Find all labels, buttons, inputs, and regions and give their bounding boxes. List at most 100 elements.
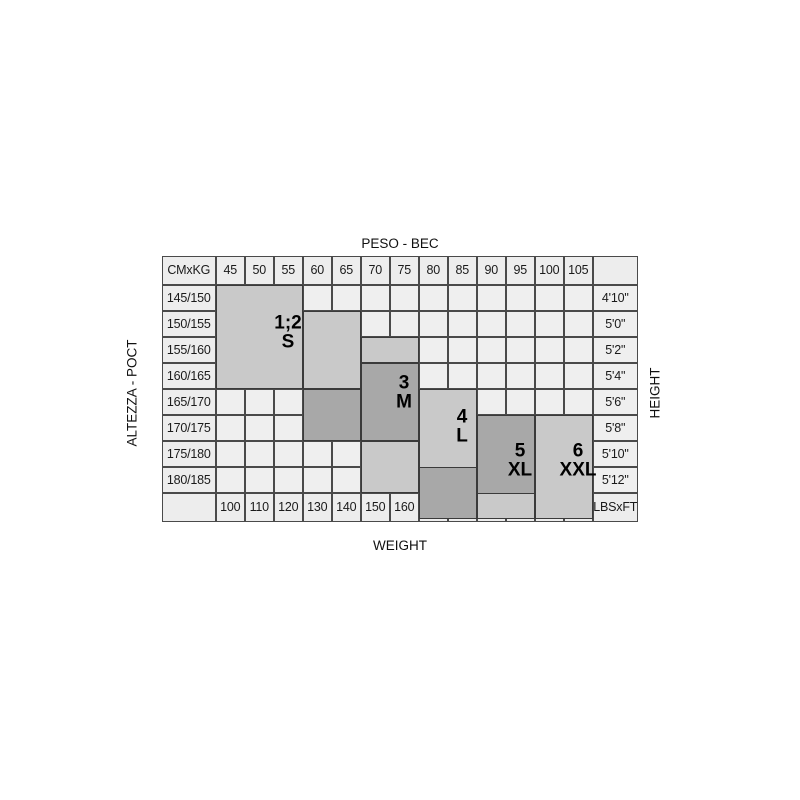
data-cell-r0-c5 — [360, 284, 390, 311]
data-cell-r3-c1 — [244, 362, 274, 389]
row-header-height-ft-3: 5'4" — [592, 362, 638, 389]
data-cell-r5-c8 — [447, 414, 477, 441]
data-cell-r5-c11 — [534, 414, 564, 441]
data-cell-r0-c10 — [505, 284, 535, 311]
data-cell-r3-c2 — [273, 362, 303, 389]
data-cell-r4-c3 — [302, 388, 332, 415]
header-weight-kg-3: 60 — [302, 255, 332, 285]
data-cell-r6-c4 — [331, 440, 361, 467]
data-cell-r0-c3 — [302, 284, 332, 311]
footer-weight-lbs-11: 210 — [534, 492, 564, 522]
row-header-height-cm-4: 165/170 — [161, 388, 216, 415]
data-cell-r3-c3 — [302, 362, 332, 389]
data-cell-r0-c11 — [534, 284, 564, 311]
data-cell-r6-c5 — [360, 440, 390, 467]
data-cell-r5-c5 — [360, 414, 390, 441]
data-cell-r2-c5 — [360, 336, 390, 363]
data-cell-r4-c5 — [360, 388, 390, 415]
data-cell-r6-c12 — [563, 440, 593, 467]
data-cell-r6-c3 — [302, 440, 332, 467]
data-cell-r3-c9 — [476, 362, 506, 389]
footer-weight-lbs-3: 130 — [302, 492, 332, 522]
data-cell-r7-c7 — [418, 466, 448, 493]
data-cell-r2-c2 — [273, 336, 303, 363]
data-cell-r0-c12 — [563, 284, 593, 311]
data-cell-r1-c1 — [244, 310, 274, 337]
data-cell-r2-c0 — [215, 336, 245, 363]
data-cell-r5-c0 — [215, 414, 245, 441]
footer-weight-lbs-12: 210 — [563, 492, 593, 522]
data-cell-r4-c0 — [215, 388, 245, 415]
footer-corner-bottomleft — [161, 492, 216, 522]
data-cell-r4-c6 — [389, 388, 419, 415]
footer-corner-lbsxft: LBSxFT — [592, 492, 638, 522]
data-cell-r3-c6 — [389, 362, 419, 389]
data-cell-r2-c8 — [447, 336, 477, 363]
footer-weight-lbs-2: 120 — [273, 492, 303, 522]
data-cell-r2-c6 — [389, 336, 419, 363]
data-cell-r2-c7 — [418, 336, 448, 363]
row-header-height-ft-4: 5'6" — [592, 388, 638, 415]
data-cell-r4-c12 — [563, 388, 593, 415]
data-cell-r5-c7 — [418, 414, 448, 441]
data-cell-r4-c10 — [505, 388, 535, 415]
data-cell-r0-c4 — [331, 284, 361, 311]
size-chart-table: CMxKG 45 50 55 60 65 70 75 80 85 90 95 100 105 145/150… — [161, 255, 638, 531]
data-cell-r3-c8 — [447, 362, 477, 389]
header-weight-kg-10: 95 — [505, 255, 535, 285]
row-header-height-ft-2: 5'2" — [592, 336, 638, 363]
data-cell-r2-c1 — [244, 336, 274, 363]
data-cell-r5-c3 — [302, 414, 332, 441]
data-cell-r6-c8 — [447, 440, 477, 467]
data-cell-r7-c2 — [273, 466, 303, 493]
footer-weight-lbs-7: 170 — [418, 492, 448, 522]
data-cell-r0-c6 — [389, 284, 419, 311]
header-weight-kg-12: 105 — [563, 255, 593, 285]
footer-weight-lbs-8: 180 — [447, 492, 477, 522]
footer-weight-lbs-4: 140 — [331, 492, 361, 522]
data-cell-r1-c2 — [273, 310, 303, 337]
data-cell-r1-c7 — [418, 310, 448, 337]
data-cell-r5-c10 — [505, 414, 535, 441]
footer-weight-lbs-6: 160 — [389, 492, 419, 522]
footer-weight-lbs-5: 150 — [360, 492, 390, 522]
data-cell-r4-c7 — [418, 388, 448, 415]
row-header-height-cm-5: 170/175 — [161, 414, 216, 441]
footer-weight-lbs-10: 200 — [505, 492, 535, 522]
data-cell-r4-c8 — [447, 388, 477, 415]
grid-cells: CMxKG 45 50 55 60 65 70 75 80 85 90 95 100 105 145/150… — [161, 255, 638, 531]
data-cell-r4-c9 — [476, 388, 506, 415]
header-weight-kg-11: 100 — [534, 255, 564, 285]
header-weight-kg-1: 50 — [244, 255, 274, 285]
row-header-height-cm-6: 175/180 — [161, 440, 216, 467]
data-cell-r4-c11 — [534, 388, 564, 415]
data-cell-r2-c3 — [302, 336, 332, 363]
data-cell-r4-c2 — [273, 388, 303, 415]
data-cell-r5-c2 — [273, 414, 303, 441]
header-weight-kg-7: 80 — [418, 255, 448, 285]
data-cell-r7-c10 — [505, 466, 535, 493]
data-cell-r3-c10 — [505, 362, 535, 389]
header-weight-kg-8: 85 — [447, 255, 477, 285]
row-header-height-cm-7: 180/185 — [161, 466, 216, 493]
data-cell-r7-c8 — [447, 466, 477, 493]
data-cell-r0-c7 — [418, 284, 448, 311]
row-header-height-ft-1: 5'0" — [592, 310, 638, 337]
data-cell-r3-c12 — [563, 362, 593, 389]
data-cell-r3-c4 — [331, 362, 361, 389]
data-cell-r2-c9 — [476, 336, 506, 363]
data-cell-r6-c2 — [273, 440, 303, 467]
data-cell-r7-c1 — [244, 466, 274, 493]
data-cell-r7-c12 — [563, 466, 593, 493]
row-header-height-cm-3: 160/165 — [161, 362, 216, 389]
data-cell-r1-c3 — [302, 310, 332, 337]
data-cell-r1-c12 — [563, 310, 593, 337]
row-header-height-ft-7: 5'12" — [592, 466, 638, 493]
data-cell-r3-c5 — [360, 362, 390, 389]
data-cell-r1-c0 — [215, 310, 245, 337]
data-cell-r0-c8 — [447, 284, 477, 311]
data-cell-r6-c0 — [215, 440, 245, 467]
header-weight-kg-5: 70 — [360, 255, 390, 285]
data-cell-r1-c11 — [534, 310, 564, 337]
